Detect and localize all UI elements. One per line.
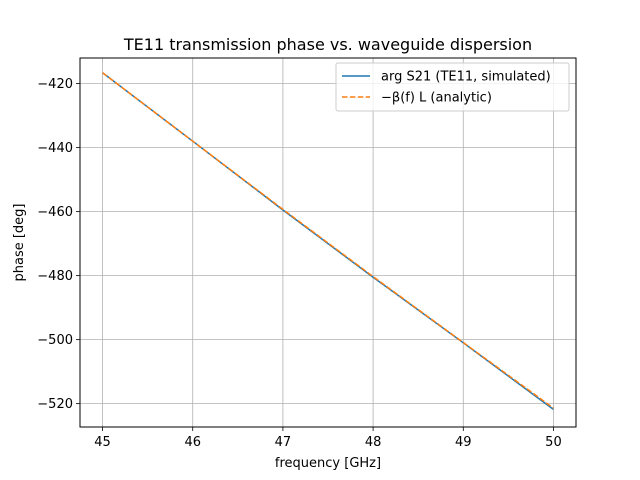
y-tick-label: −500 (37, 333, 73, 348)
series-line-1 (102, 72, 554, 409)
x-tick-label: 45 (94, 435, 111, 450)
y-tick-label: −520 (37, 397, 73, 412)
chart-title: TE11 transmission phase vs. waveguide di… (123, 35, 532, 54)
y-tick-label: −420 (37, 77, 73, 92)
ticks: 45 46 47 48 49 50 −420 −440 −460 −480 −500 −520 (37, 77, 561, 450)
plot-frame (79, 57, 577, 428)
legend-label-analytic: −β(f) L (analytic) (381, 91, 492, 106)
legend-box (335, 62, 570, 112)
y-tick-label: −460 (37, 205, 73, 220)
y-axis-label: phase [deg] (12, 203, 27, 281)
y-tick-label: −480 (37, 269, 73, 284)
legend: arg S21 (TE11, simulated) −β(f) L (analy… (335, 62, 570, 112)
y-tick-label: −440 (37, 141, 73, 156)
x-axis-label: frequency [GHz] (275, 456, 381, 471)
x-tick-label: 49 (455, 435, 472, 450)
x-tick-label: 48 (365, 435, 382, 450)
legend-label-simulated: arg S21 (TE11, simulated) (381, 70, 551, 85)
series-layer (102, 72, 554, 411)
x-tick-label: 50 (545, 435, 562, 450)
x-tick-label: 46 (184, 435, 201, 450)
x-tick-label: 47 (275, 435, 292, 450)
